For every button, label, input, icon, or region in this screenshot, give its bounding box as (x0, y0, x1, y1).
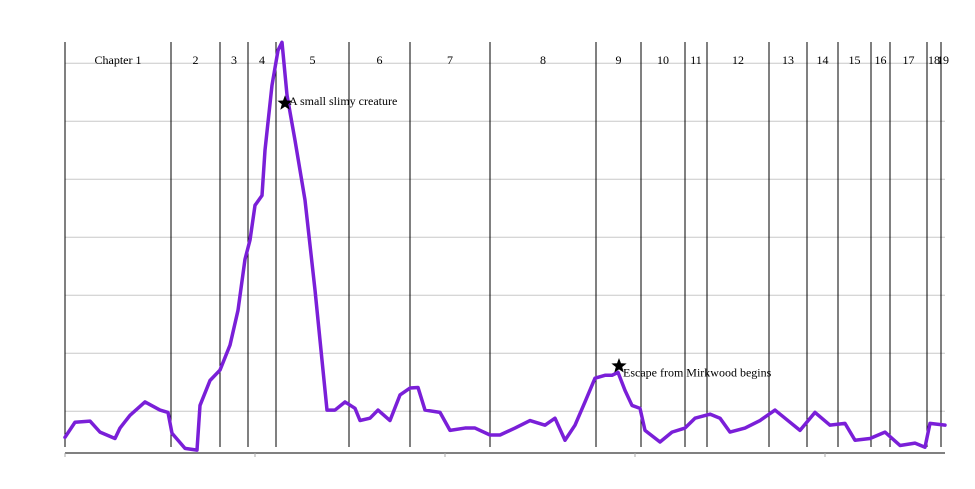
chapter-label: 6 (377, 53, 383, 67)
annotation-star (611, 357, 627, 373)
chapter-label: 14 (817, 53, 829, 67)
chapter-label: Chapter 1 (95, 53, 142, 67)
chapter-label: 13 (782, 53, 794, 67)
chapter-label: 8 (540, 53, 546, 67)
chapter-label: 18 (928, 53, 940, 67)
chapter-label: 16 (875, 53, 887, 67)
chapter-label: 3 (231, 53, 237, 67)
chapter-label: 17 (903, 53, 915, 67)
chapter-label: 4 (259, 53, 265, 67)
chapter-label: 9 (616, 53, 622, 67)
chapter-label: 12 (732, 53, 744, 67)
chapter-label: 15 (849, 53, 861, 67)
annotation-text: A small slimy creature (289, 94, 397, 108)
annotation-star (277, 95, 293, 110)
chapter-label: 19 (937, 53, 949, 67)
chapter-label: 2 (193, 53, 199, 67)
chapter-label: 10 (657, 53, 669, 67)
annotation-text: Escape from Mirkwood begins (623, 366, 772, 380)
story-line (63, 40, 947, 452)
chapter-label: 11 (690, 53, 702, 67)
chapter-label: 5 (310, 53, 316, 67)
chapter-label: 7 (447, 53, 453, 67)
